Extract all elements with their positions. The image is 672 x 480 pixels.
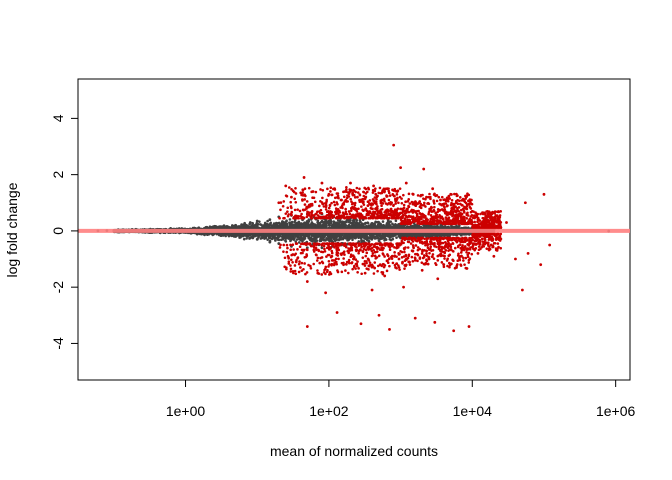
point-not-significant	[248, 237, 251, 240]
point-significant	[290, 195, 293, 199]
point-not-significant	[349, 219, 352, 222]
point-significant	[366, 204, 370, 207]
point-significant	[420, 268, 424, 272]
point-not-significant	[268, 218, 272, 222]
point-not-significant	[233, 224, 236, 228]
point-not-significant	[284, 239, 287, 242]
point-not-significant	[248, 222, 251, 226]
point-not-significant	[320, 246, 324, 250]
point-not-significant	[337, 238, 341, 242]
point-not-significant	[321, 232, 325, 236]
points-layer	[96, 143, 611, 333]
point-significant	[422, 167, 426, 171]
point-not-significant	[324, 239, 327, 242]
point-significant	[397, 257, 401, 261]
point-not-significant	[297, 241, 301, 244]
point-significant	[505, 221, 508, 224]
point-significant	[539, 263, 543, 267]
point-not-significant	[415, 234, 419, 237]
point-not-significant	[388, 225, 392, 229]
point-significant	[523, 201, 527, 205]
point-not-significant	[464, 226, 468, 229]
point-not-significant	[455, 233, 459, 237]
point-significant	[335, 311, 339, 314]
point-significant	[431, 187, 435, 191]
point-not-significant	[411, 224, 414, 228]
point-not-significant	[345, 218, 349, 222]
point-significant	[372, 184, 375, 188]
point-significant	[542, 192, 546, 196]
point-significant	[492, 254, 496, 258]
point-not-significant	[277, 221, 281, 225]
point-not-significant	[394, 219, 398, 223]
point-not-significant	[361, 235, 364, 239]
point-significant	[284, 184, 288, 188]
point-significant	[305, 325, 309, 328]
point-not-significant	[327, 221, 331, 225]
point-not-significant	[335, 238, 338, 242]
point-not-significant	[358, 219, 362, 222]
point-significant	[370, 288, 374, 292]
point-not-significant	[361, 222, 365, 226]
point-not-significant	[270, 237, 274, 241]
point-significant	[363, 271, 367, 275]
point-significant	[383, 274, 387, 278]
point-significant	[452, 329, 456, 333]
point-not-significant	[375, 220, 379, 224]
point-significant	[377, 313, 381, 317]
point-significant	[320, 181, 324, 185]
point-not-significant	[265, 222, 269, 226]
point-not-significant	[381, 220, 385, 223]
point-not-significant	[255, 219, 259, 223]
point-not-significant	[315, 239, 319, 242]
point-not-significant	[251, 221, 254, 225]
point-significant	[413, 316, 417, 320]
point-not-significant	[288, 218, 292, 221]
point-not-significant	[309, 236, 313, 240]
point-not-significant	[373, 232, 377, 236]
point-not-significant	[330, 233, 334, 237]
point-not-significant	[295, 238, 299, 241]
point-not-significant	[351, 238, 354, 242]
point-significant	[359, 322, 363, 326]
point-significant	[349, 181, 352, 185]
point-significant	[402, 285, 405, 289]
point-significant	[277, 201, 281, 205]
point-significant	[399, 166, 402, 170]
point-significant	[404, 181, 408, 185]
point-not-significant	[294, 240, 297, 243]
point-significant	[305, 280, 309, 283]
point-significant	[526, 252, 530, 255]
point-not-significant	[230, 224, 234, 227]
point-not-significant	[250, 224, 253, 227]
point-significant	[439, 198, 442, 202]
point-not-significant	[365, 226, 369, 230]
point-not-significant	[313, 234, 316, 238]
point-not-significant	[263, 221, 267, 225]
point-significant	[476, 252, 480, 255]
point-not-significant	[319, 224, 323, 227]
point-significant	[324, 291, 328, 295]
point-significant	[467, 325, 471, 328]
point-significant	[548, 243, 552, 247]
point-not-significant	[218, 225, 222, 229]
point-significant	[374, 192, 378, 196]
point-not-significant	[432, 225, 436, 228]
point-significant	[433, 320, 437, 324]
point-significant	[388, 327, 391, 331]
point-significant	[298, 266, 302, 269]
point-significant	[392, 143, 396, 147]
point-significant	[514, 257, 517, 261]
point-significant	[302, 176, 306, 179]
point-significant	[356, 195, 359, 199]
point-significant	[520, 288, 524, 292]
point-not-significant	[268, 239, 272, 243]
point-not-significant	[395, 236, 398, 239]
point-significant	[436, 277, 440, 281]
point-not-significant	[274, 239, 277, 242]
point-not-significant	[255, 221, 259, 225]
point-not-significant	[290, 220, 294, 224]
point-not-significant	[347, 224, 351, 228]
